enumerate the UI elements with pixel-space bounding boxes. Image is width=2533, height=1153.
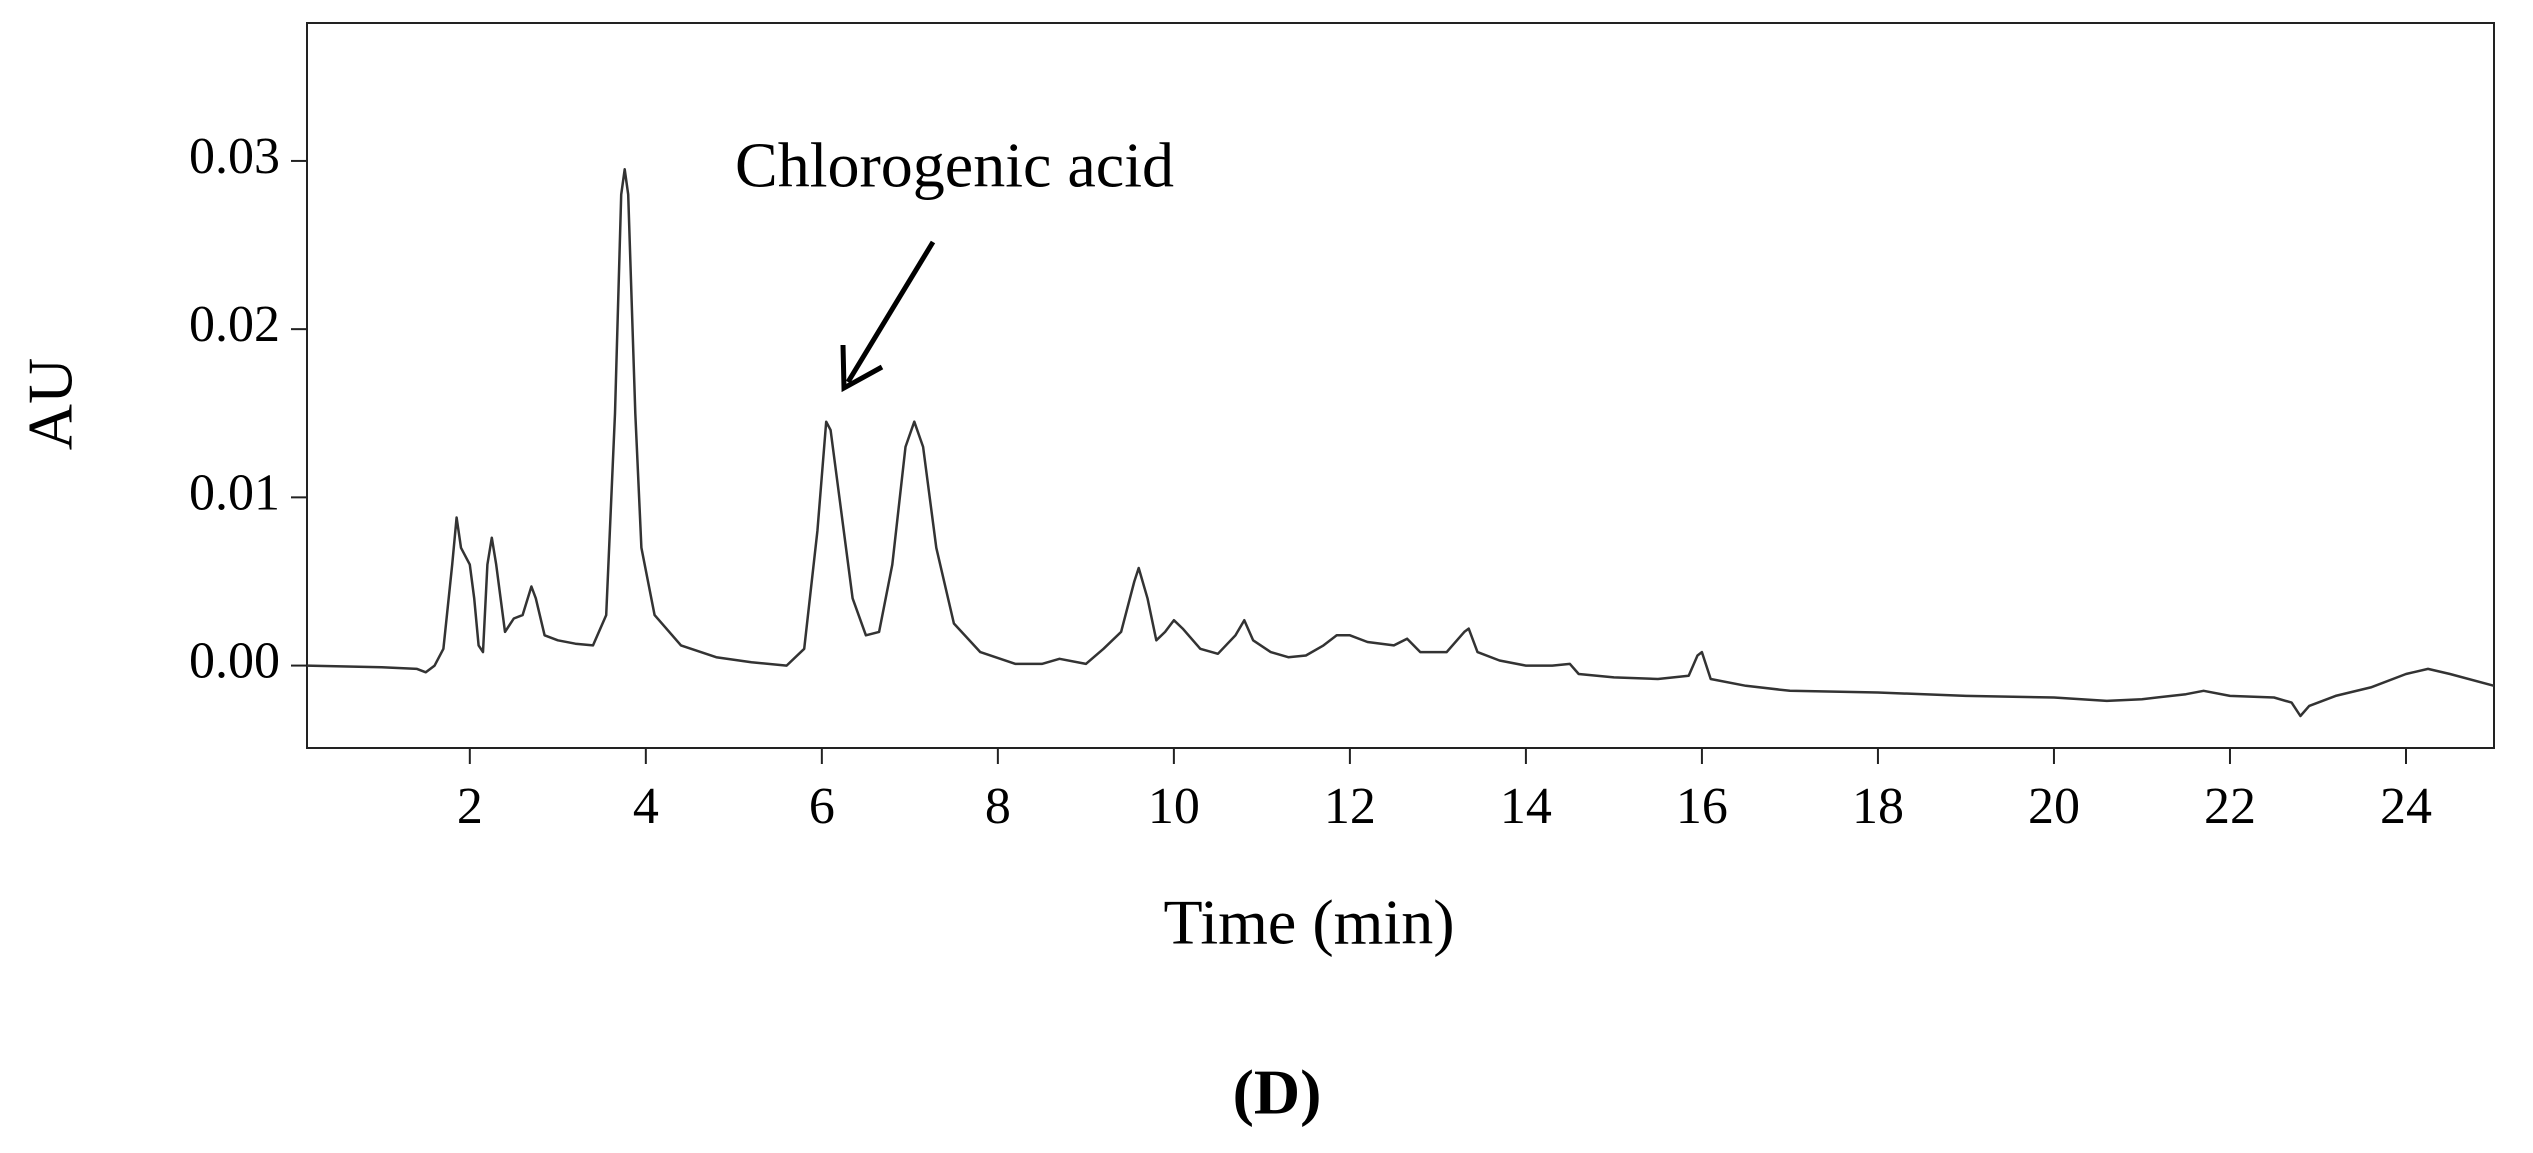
y-tick-label: 0.02	[189, 296, 280, 353]
annotation-arrow	[840, 240, 936, 393]
x-tick-label: 6	[809, 778, 835, 835]
x-tick-label: 4	[633, 778, 659, 835]
y-tick-label: 0.01	[189, 464, 280, 521]
panel-label: (D)	[1233, 1057, 1322, 1128]
x-tick-label: 12	[1324, 778, 1376, 835]
x-tick-label: 20	[2028, 778, 2080, 835]
plot-frame	[306, 22, 2495, 749]
x-tick-label: 16	[1676, 778, 1728, 835]
y-axis-label: AU	[15, 358, 86, 450]
chromatogram-line	[306, 168, 2495, 718]
x-tick-label: 24	[2380, 778, 2432, 835]
x-tick-label: 18	[1852, 778, 1904, 835]
x-axis-label: Time (min)	[1164, 887, 1455, 958]
y-tick-label: 0.03	[189, 128, 280, 185]
x-tick-label: 10	[1148, 778, 1200, 835]
y-tick-label: 0.00	[189, 633, 280, 690]
annotation: Chlorogenic acid	[735, 130, 1174, 201]
x-tick-label: 14	[1500, 778, 1552, 835]
x-tick-label: 2	[457, 778, 483, 835]
x-tick-label: 8	[985, 778, 1011, 835]
x-tick-label: 22	[2204, 778, 2256, 835]
